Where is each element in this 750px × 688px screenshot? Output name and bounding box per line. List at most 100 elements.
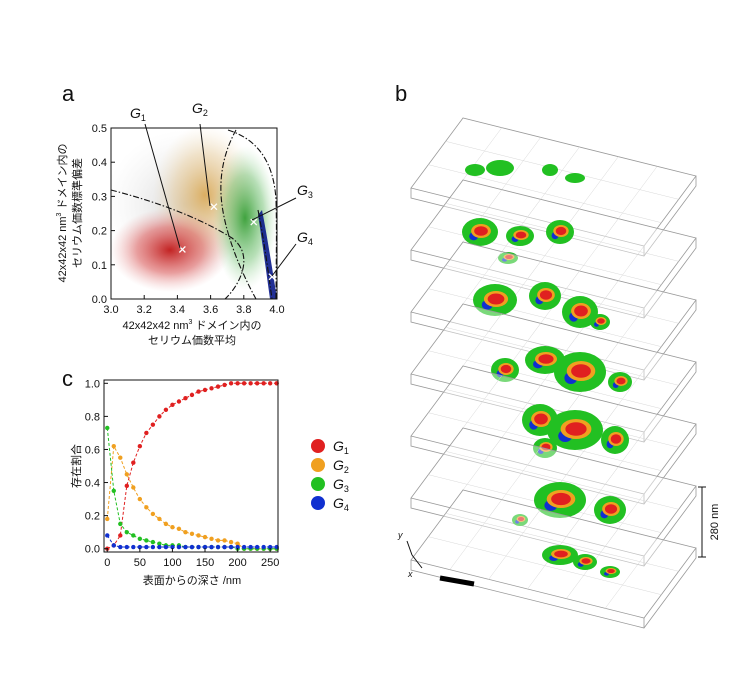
legend-item-g1: G1	[311, 438, 349, 456]
ytick-label-a: 0.2	[92, 226, 107, 238]
data-point-g4	[144, 544, 149, 550]
particle-g1	[571, 364, 591, 378]
ylabel-a: 42x42x42 nm3 ドメイン内の セリウム価数標準偏差	[55, 143, 84, 282]
data-point-g2	[150, 511, 156, 517]
data-point-g2	[209, 536, 214, 541]
scale-indicator: 280 nm	[698, 486, 721, 558]
data-point-g1	[170, 402, 175, 408]
scale-bar	[439, 575, 475, 587]
particle-g1	[500, 364, 512, 374]
data-point-g4	[209, 544, 214, 550]
data-point-g1	[124, 483, 130, 489]
plot-frame-c	[103, 379, 279, 553]
data-point-g4	[137, 544, 143, 550]
particle	[565, 173, 585, 183]
data-point-g2	[144, 505, 149, 510]
particle	[601, 426, 629, 454]
data-point-g1	[137, 443, 143, 449]
particle-g1	[604, 504, 618, 514]
data-point-g1	[241, 381, 247, 386]
particle	[529, 282, 561, 310]
data-point-g4	[183, 544, 188, 550]
data-point-g4	[176, 544, 182, 550]
data-point-g4	[261, 544, 266, 550]
xtick-label-a: 3.2	[137, 304, 152, 316]
panel-label-b: b	[395, 81, 407, 106]
fraction-plot: 0 50 100 150 200 250 0.0 0.2 0.4 0.6 0.8 1.0 表面からの深…	[69, 378, 279, 587]
panel-label-a: a	[62, 81, 75, 106]
data-point-g2	[196, 533, 201, 538]
particle	[590, 314, 610, 330]
particle-g3	[486, 160, 514, 176]
data-point-g1	[163, 407, 169, 412]
xlabel-a-line2: セリウム価数平均	[148, 334, 236, 347]
triad-y	[406, 540, 413, 556]
data-point-g1	[248, 381, 253, 386]
particle-g1	[534, 413, 548, 425]
particle	[608, 372, 632, 392]
triad-x-label: x	[407, 569, 413, 579]
leader-g4	[271, 243, 297, 277]
legend-item-g2: G2	[311, 457, 349, 475]
data-point-g4	[124, 544, 130, 550]
cluster-boundaries	[110, 129, 277, 300]
data-point-g2	[235, 541, 240, 546]
series-g4	[105, 533, 279, 550]
particle-g1	[597, 318, 605, 324]
data-point-g4	[189, 544, 195, 550]
data-point-g1	[202, 387, 208, 393]
xtick-label-a: 3.6	[203, 304, 218, 316]
particle-g1	[515, 231, 527, 239]
center-marker-g4	[268, 273, 276, 281]
particle-g1	[610, 434, 622, 444]
label-g4: G4	[297, 229, 313, 247]
legend-item-g3: G3	[311, 476, 349, 494]
ytick-label-c: 0.0	[85, 544, 100, 556]
slice-grid-line	[428, 536, 662, 595]
label-leaders	[144, 123, 297, 277]
data-point-g4	[267, 544, 273, 550]
data-point-g3	[111, 488, 116, 494]
label-g1: G1	[130, 105, 146, 123]
ylabel-a-line2: セリウム価数標準偏差	[70, 158, 84, 268]
slice-grid-line	[445, 141, 679, 200]
legend-swatch	[311, 439, 325, 453]
xlabel-a-line1: 42x42x42 nm3 ドメイン内の	[122, 318, 261, 332]
xtick-label-c: 150	[196, 557, 214, 569]
particle	[506, 226, 534, 246]
data-point-g1	[254, 381, 260, 386]
particle-g1	[505, 254, 513, 260]
ytick-label-a: 0.1	[92, 260, 107, 272]
legend-item-g4: G4	[311, 495, 349, 513]
legend-label: G1	[333, 438, 349, 456]
xtick-label-a: 4.0	[269, 304, 284, 316]
particle-g1	[565, 422, 587, 436]
particle	[594, 496, 626, 524]
data-point-g2	[137, 496, 143, 502]
data-point-g2	[163, 521, 169, 527]
data-point-g1	[267, 381, 273, 386]
data-point-g4	[215, 544, 221, 550]
data-point-g4	[235, 544, 240, 550]
g1-cloud	[111, 208, 230, 292]
ytick-label-a: 0.3	[92, 191, 107, 203]
legend-label: G2	[333, 457, 349, 475]
xtick-label-c: 100	[163, 557, 181, 569]
density-clouds	[111, 128, 277, 299]
slice-grid-line	[445, 513, 679, 572]
particle-g1	[541, 443, 551, 451]
data-point-g4	[196, 544, 201, 550]
data-point-g4	[222, 544, 227, 550]
data-point-g2	[118, 455, 123, 460]
data-point-g2	[189, 531, 195, 537]
particle	[546, 220, 574, 244]
xtick-label-c: 50	[134, 557, 146, 569]
particle-g1	[538, 354, 554, 364]
data-point-g1	[222, 382, 227, 388]
data-point-g4	[241, 544, 247, 550]
data-point-g4	[157, 544, 162, 550]
ytick-label-c: 0.2	[85, 511, 100, 523]
xtick-label-c: 250	[261, 557, 279, 569]
